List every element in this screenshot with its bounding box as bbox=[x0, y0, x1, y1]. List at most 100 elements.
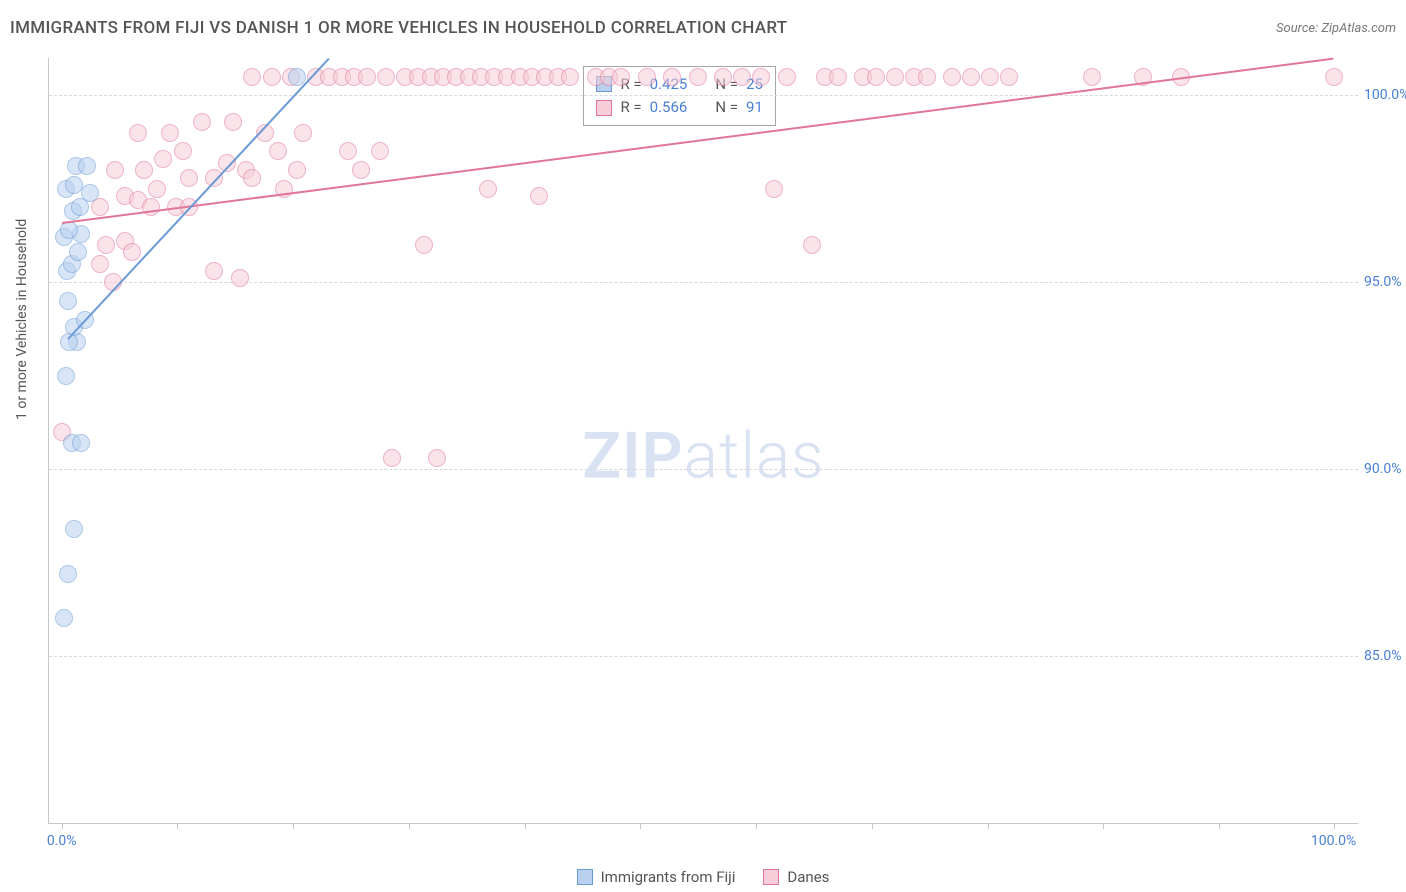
source-credit: Source: ZipAtlas.com bbox=[1276, 21, 1396, 36]
data-point bbox=[1000, 68, 1018, 86]
data-point bbox=[778, 68, 796, 86]
data-point bbox=[106, 161, 124, 179]
data-point bbox=[129, 124, 147, 142]
legend-label: Immigrants from Fiji bbox=[601, 868, 736, 886]
x-tick-mark bbox=[872, 823, 873, 829]
y-tick-label: 85.0% bbox=[1364, 648, 1406, 664]
x-tick-mark bbox=[1103, 823, 1104, 829]
data-point bbox=[81, 184, 99, 202]
x-tick-mark bbox=[525, 823, 526, 829]
data-point bbox=[193, 113, 211, 131]
legend-r-label: R = bbox=[620, 96, 641, 119]
data-point bbox=[561, 68, 579, 86]
data-point bbox=[123, 243, 141, 261]
data-point bbox=[65, 520, 83, 538]
data-point bbox=[294, 124, 312, 142]
legend-row: R = 0.566 N = 91 bbox=[596, 96, 762, 119]
data-point bbox=[135, 161, 153, 179]
y-axis-label: 1 or more Vehicles in Household bbox=[14, 219, 30, 420]
data-point bbox=[377, 68, 395, 86]
x-tick-mark bbox=[409, 823, 410, 829]
legend-label: Danes bbox=[787, 868, 829, 886]
data-point bbox=[288, 161, 306, 179]
x-tick-mark bbox=[1334, 823, 1335, 829]
data-point bbox=[224, 113, 242, 131]
data-point bbox=[829, 68, 847, 86]
data-point bbox=[59, 565, 77, 583]
data-point bbox=[1083, 68, 1101, 86]
x-tick-mark bbox=[293, 823, 294, 829]
legend-n-value: 91 bbox=[746, 96, 763, 119]
data-point bbox=[714, 68, 732, 86]
x-tick-mark bbox=[177, 823, 178, 829]
data-point bbox=[383, 449, 401, 467]
y-tick-label: 100.0% bbox=[1364, 87, 1406, 103]
data-point bbox=[263, 68, 281, 86]
data-point bbox=[733, 68, 751, 86]
x-tick-mark bbox=[62, 823, 63, 829]
x-tick-mark bbox=[640, 823, 641, 829]
data-point bbox=[161, 124, 179, 142]
data-point bbox=[918, 68, 936, 86]
gridline bbox=[49, 469, 1358, 470]
data-point bbox=[352, 161, 370, 179]
data-point bbox=[154, 150, 172, 168]
data-point bbox=[78, 157, 96, 175]
data-point bbox=[638, 68, 656, 86]
trend-line bbox=[67, 58, 329, 340]
data-point bbox=[943, 68, 961, 86]
data-point bbox=[689, 68, 707, 86]
data-point bbox=[358, 68, 376, 86]
data-point bbox=[371, 142, 389, 160]
data-point bbox=[69, 243, 87, 261]
data-point bbox=[962, 68, 980, 86]
x-tick-label: 0.0% bbox=[47, 833, 77, 849]
x-tick-mark bbox=[988, 823, 989, 829]
legend-r-value: 0.566 bbox=[650, 96, 688, 119]
data-point bbox=[803, 236, 821, 254]
data-point bbox=[57, 367, 75, 385]
data-point bbox=[981, 68, 999, 86]
data-point bbox=[55, 609, 73, 627]
plot-area: ZIPatlas R =0.425N =25R =0.566N =91 85.0… bbox=[48, 58, 1358, 824]
data-point bbox=[886, 68, 904, 86]
data-point bbox=[415, 236, 433, 254]
data-point bbox=[339, 142, 357, 160]
data-point bbox=[231, 269, 249, 287]
legend-item: Danes bbox=[763, 868, 829, 886]
chart-header: IMMIGRANTS FROM FIJI VS DANISH 1 OR MORE… bbox=[10, 18, 1396, 38]
data-point bbox=[174, 142, 192, 160]
data-point bbox=[142, 198, 160, 216]
data-point bbox=[243, 169, 261, 187]
data-point bbox=[765, 180, 783, 198]
data-point bbox=[1325, 68, 1343, 86]
legend-swatch bbox=[596, 100, 612, 116]
data-point bbox=[612, 68, 630, 86]
x-tick-mark bbox=[756, 823, 757, 829]
data-point bbox=[72, 434, 90, 452]
data-point bbox=[269, 142, 287, 160]
data-point bbox=[752, 68, 770, 86]
data-point bbox=[205, 169, 223, 187]
chart-title: IMMIGRANTS FROM FIJI VS DANISH 1 OR MORE… bbox=[10, 18, 787, 38]
data-point bbox=[71, 198, 89, 216]
series-legend: Immigrants from Fiji Danes bbox=[0, 868, 1406, 886]
data-point bbox=[663, 68, 681, 86]
x-tick-mark bbox=[1219, 823, 1220, 829]
data-point bbox=[59, 292, 77, 310]
data-point bbox=[479, 180, 497, 198]
legend-item: Immigrants from Fiji bbox=[577, 868, 736, 886]
y-tick-label: 95.0% bbox=[1364, 274, 1406, 290]
y-tick-label: 90.0% bbox=[1364, 461, 1406, 477]
legend-n-label: N = bbox=[715, 96, 738, 119]
gridline bbox=[49, 95, 1358, 96]
data-point bbox=[91, 198, 109, 216]
data-point bbox=[91, 255, 109, 273]
data-point bbox=[243, 68, 261, 86]
data-point bbox=[148, 180, 166, 198]
data-point bbox=[530, 187, 548, 205]
legend-swatch bbox=[577, 869, 593, 885]
scatter-layer bbox=[49, 58, 1358, 823]
gridline bbox=[49, 656, 1358, 657]
data-point bbox=[205, 262, 223, 280]
